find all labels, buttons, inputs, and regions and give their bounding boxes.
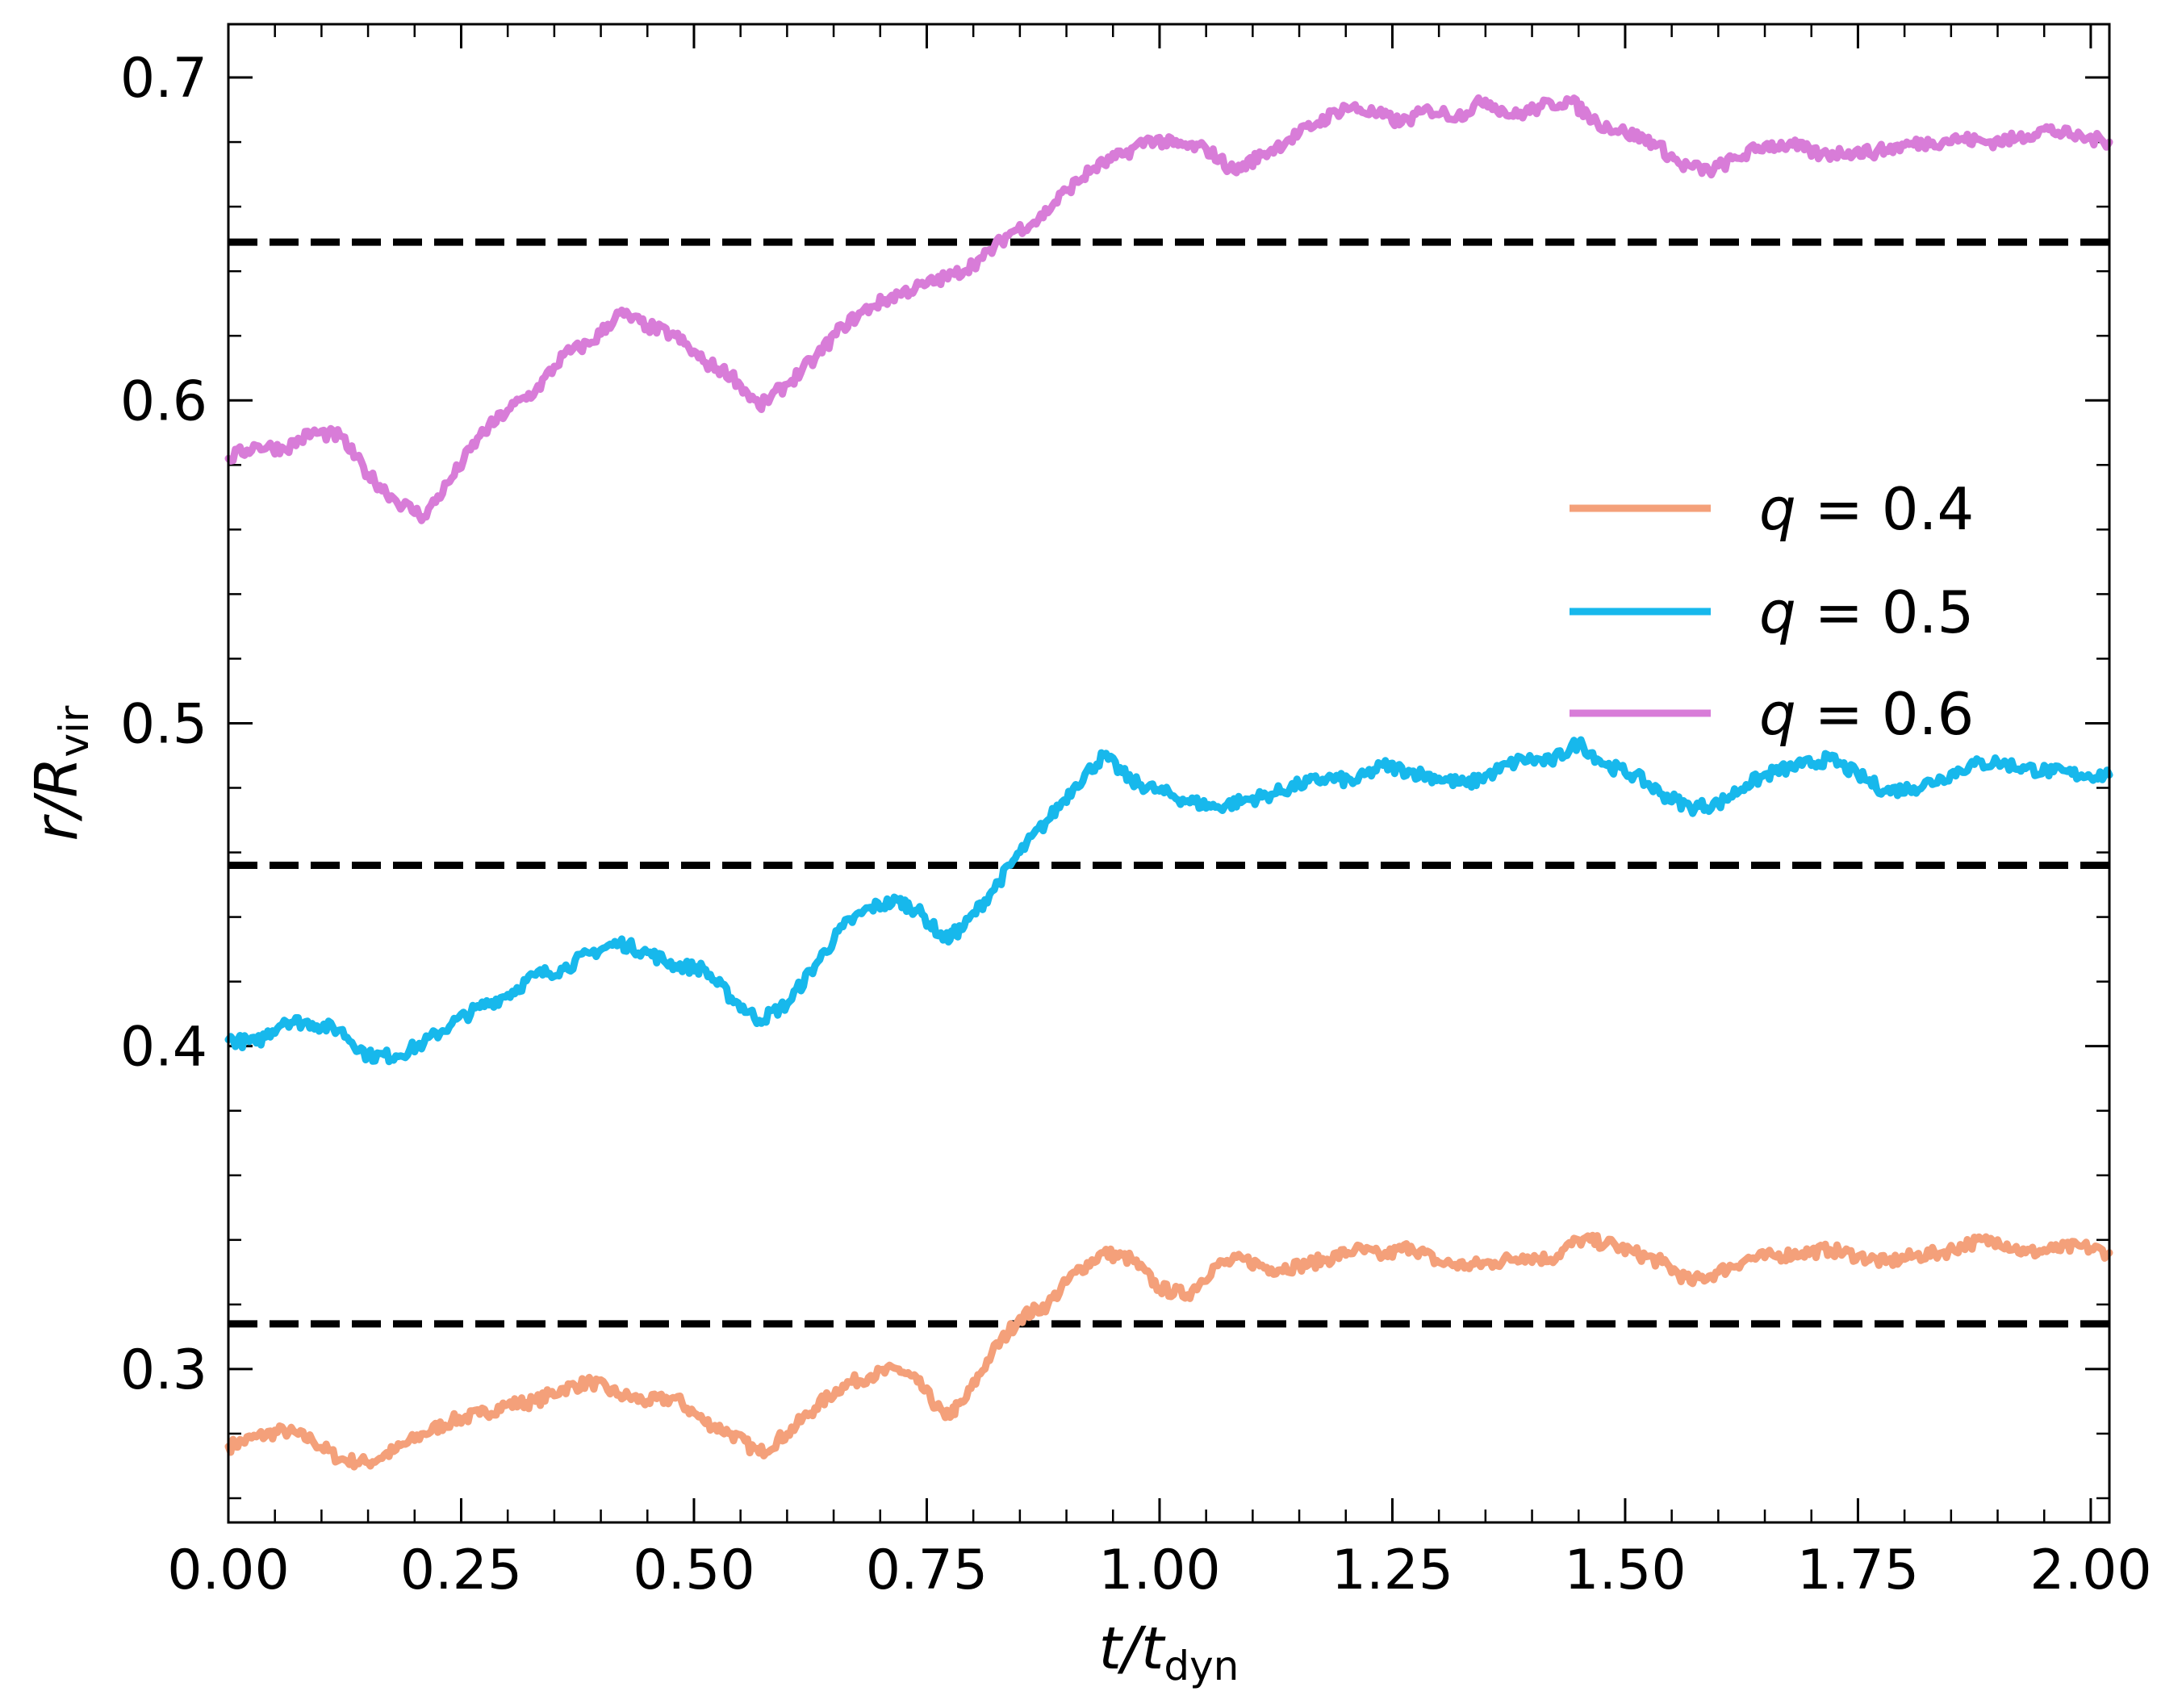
legend-label-2: q = 0.5: [1759, 578, 1974, 646]
series-line-2: [224, 736, 2113, 1066]
series-group: [224, 94, 2113, 1471]
legend: q = 0.4 q = 0.5 q = 0.6: [1570, 475, 1974, 748]
x-tick-label: 0.25: [400, 1539, 522, 1602]
y-tick-label: 0.3: [120, 1338, 207, 1402]
y-axis-ticks: 0.3 0.4 0.5 0.6 0.7: [120, 47, 2109, 1500]
x-tick-label: 1.75: [1797, 1539, 1919, 1602]
y-tick-label: 0.7: [120, 47, 207, 111]
y-tick-label: 0.4: [120, 1016, 207, 1080]
x-tick-label: 2.00: [2029, 1539, 2151, 1602]
legend-label-1: q = 0.4: [1759, 475, 1974, 543]
y-tick-label: 0.5: [120, 692, 207, 756]
legend-label-3: q = 0.6: [1759, 680, 1974, 748]
x-tick-label: 0.50: [633, 1539, 755, 1602]
series-line-3: [224, 94, 2113, 524]
y-tick-label: 0.6: [120, 370, 207, 433]
y-axis-title: r/Rvir: [23, 705, 98, 841]
x-tick-label: 1.25: [1331, 1539, 1453, 1602]
x-axis-label: t/tdyn: [1099, 1614, 1239, 1689]
x-tick-label: 0.75: [866, 1539, 988, 1602]
x-axis-ticks: 0.00 0.25 0.50 0.75 1.00 1.25 1.50 1.75 2.00: [167, 24, 2152, 1602]
y-axis-label: r/Rvir: [23, 705, 98, 841]
x-axis-title: t/tdyn: [1099, 1614, 1239, 1689]
series-line-1: [224, 1231, 2113, 1471]
x-tick-label: 1.00: [1098, 1539, 1220, 1602]
x-tick-label: 1.50: [1564, 1539, 1686, 1602]
plot-frame: [227, 23, 2111, 1524]
x-tick-label: 0.00: [167, 1539, 289, 1602]
reference-lines: [228, 238, 2109, 1328]
